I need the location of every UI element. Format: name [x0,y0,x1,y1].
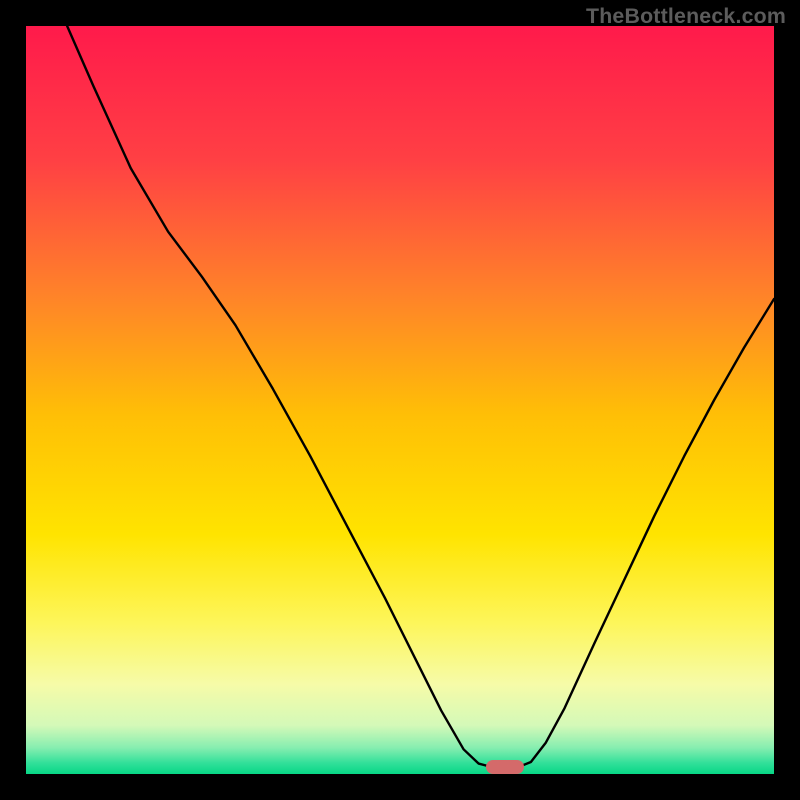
chart-frame: TheBottleneck.com [0,0,800,800]
plot-area [26,26,774,774]
watermark-text: TheBottleneck.com [586,4,786,29]
sweet-spot-marker [486,760,524,774]
bottleneck-curve [26,26,774,774]
